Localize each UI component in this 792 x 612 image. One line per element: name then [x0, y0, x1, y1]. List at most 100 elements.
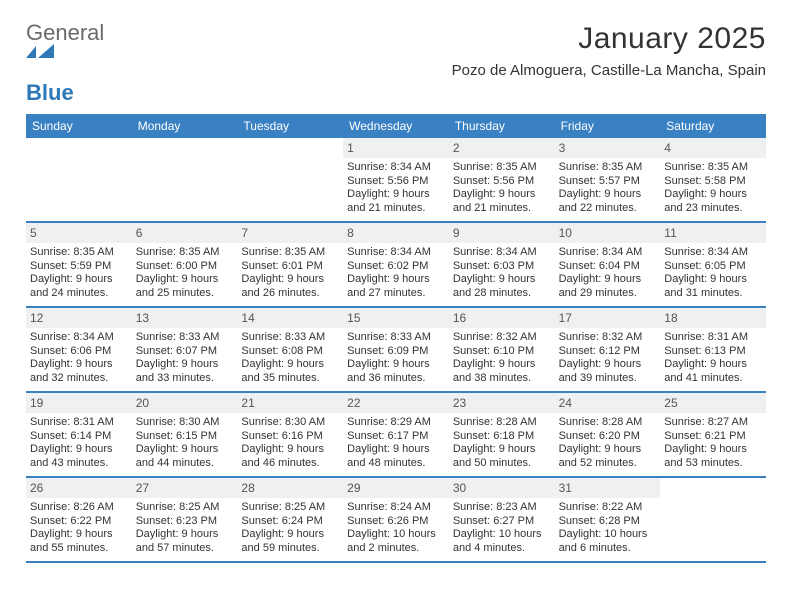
day-number: 14 [237, 308, 343, 328]
week-row: 12Sunrise: 8:34 AMSunset: 6:06 PMDayligh… [26, 308, 766, 393]
day-line: Daylight: 10 hours [559, 528, 657, 542]
day-body: Sunrise: 8:31 AMSunset: 6:14 PMDaylight:… [30, 416, 128, 470]
day-number: 29 [343, 478, 449, 498]
day-cell [132, 138, 238, 221]
day-line: Sunset: 5:57 PM [559, 175, 657, 189]
day-line: Daylight: 10 hours [453, 528, 551, 542]
day-number: 26 [26, 478, 132, 498]
day-body: Sunrise: 8:34 AMSunset: 6:05 PMDaylight:… [664, 246, 762, 300]
day-cell: 31Sunrise: 8:22 AMSunset: 6:28 PMDayligh… [555, 478, 661, 561]
day-line: Daylight: 9 hours [347, 358, 445, 372]
day-number: 21 [237, 393, 343, 413]
day-number: 9 [449, 223, 555, 243]
day-line: Sunrise: 8:33 AM [136, 331, 234, 345]
day-body: Sunrise: 8:25 AMSunset: 6:24 PMDaylight:… [241, 501, 339, 555]
day-number: 22 [343, 393, 449, 413]
day-number: 6 [132, 223, 238, 243]
day-body: Sunrise: 8:24 AMSunset: 6:26 PMDaylight:… [347, 501, 445, 555]
day-body: Sunrise: 8:35 AMSunset: 5:56 PMDaylight:… [453, 161, 551, 215]
day-line: Sunset: 6:21 PM [664, 430, 762, 444]
day-cell: 27Sunrise: 8:25 AMSunset: 6:23 PMDayligh… [132, 478, 238, 561]
day-line: Sunrise: 8:31 AM [30, 416, 128, 430]
logo: General Blue [26, 22, 104, 104]
day-number: 20 [132, 393, 238, 413]
day-number: 23 [449, 393, 555, 413]
day-line: and 35 minutes. [241, 372, 339, 386]
day-line: and 33 minutes. [136, 372, 234, 386]
day-body: Sunrise: 8:33 AMSunset: 6:08 PMDaylight:… [241, 331, 339, 385]
weekday-row: Sunday Monday Tuesday Wednesday Thursday… [26, 114, 766, 138]
day-line: and 26 minutes. [241, 287, 339, 301]
day-body: Sunrise: 8:35 AMSunset: 6:01 PMDaylight:… [241, 246, 339, 300]
day-line: Daylight: 9 hours [30, 528, 128, 542]
day-line: Sunset: 6:07 PM [136, 345, 234, 359]
day-line: Sunrise: 8:33 AM [241, 331, 339, 345]
day-body: Sunrise: 8:32 AMSunset: 6:10 PMDaylight:… [453, 331, 551, 385]
day-line: and 21 minutes. [347, 202, 445, 216]
day-line: Sunrise: 8:35 AM [136, 246, 234, 260]
day-number: 28 [237, 478, 343, 498]
day-number: 3 [555, 138, 661, 158]
day-line: Sunset: 6:23 PM [136, 515, 234, 529]
day-number: 1 [343, 138, 449, 158]
day-line: Daylight: 9 hours [453, 188, 551, 202]
day-line: and 38 minutes. [453, 372, 551, 386]
calendar: Sunday Monday Tuesday Wednesday Thursday… [26, 114, 766, 563]
day-line: and 28 minutes. [453, 287, 551, 301]
day-body: Sunrise: 8:34 AMSunset: 6:06 PMDaylight:… [30, 331, 128, 385]
day-line: Sunset: 6:20 PM [559, 430, 657, 444]
day-line: Daylight: 9 hours [559, 358, 657, 372]
day-line: Sunset: 6:18 PM [453, 430, 551, 444]
day-number: 19 [26, 393, 132, 413]
day-line: Daylight: 9 hours [136, 443, 234, 457]
day-line: Daylight: 9 hours [559, 443, 657, 457]
day-cell: 10Sunrise: 8:34 AMSunset: 6:04 PMDayligh… [555, 223, 661, 306]
day-cell: 22 Sunrise: 8:29 AMSunset: 6:17 PMDayligh… [343, 393, 449, 476]
day-line: Daylight: 9 hours [30, 358, 128, 372]
day-cell: 6Sunrise: 8:35 AMSunset: 6:00 PMDaylight… [132, 223, 238, 306]
day-line: and 55 minutes. [30, 542, 128, 556]
day-line: Sunrise: 8:35 AM [559, 161, 657, 175]
weekday-friday: Friday [555, 114, 661, 138]
page: General Blue January 2025 Pozo de Almogu… [0, 0, 792, 563]
weekday-monday: Monday [132, 114, 238, 138]
day-cell: 16Sunrise: 8:32 AMSunset: 6:10 PMDayligh… [449, 308, 555, 391]
day-number: 5 [26, 223, 132, 243]
day-number: 10 [555, 223, 661, 243]
day-cell: 19 Sunrise: 8:31 AMSunset: 6:14 PMDayligh… [26, 393, 132, 476]
day-line: Sunset: 6:10 PM [453, 345, 551, 359]
day-cell: 15Sunrise: 8:33 AMSunset: 6:09 PMDayligh… [343, 308, 449, 391]
day-line: Daylight: 9 hours [347, 188, 445, 202]
day-number: 11 [660, 223, 766, 243]
day-line: and 53 minutes. [664, 457, 762, 471]
day-body: Sunrise: 8:34 AMSunset: 5:56 PMDaylight:… [347, 161, 445, 215]
day-line: Sunrise: 8:35 AM [664, 161, 762, 175]
day-line: Sunset: 5:58 PM [664, 175, 762, 189]
day-line: and 6 minutes. [559, 542, 657, 556]
day-line: and 25 minutes. [136, 287, 234, 301]
day-line: Daylight: 9 hours [241, 443, 339, 457]
day-cell: 29 Sunrise: 8:24 AMSunset: 6:26 PMDayligh… [343, 478, 449, 561]
day-line: Sunset: 6:08 PM [241, 345, 339, 359]
day-body: Sunrise: 8:27 AMSunset: 6:21 PMDaylight:… [664, 416, 762, 470]
day-cell: 3Sunrise: 8:35 AMSunset: 5:57 PMDaylight… [555, 138, 661, 221]
logo-flag-icon [26, 44, 104, 60]
day-cell: 4Sunrise: 8:35 AMSunset: 5:58 PMDaylight… [660, 138, 766, 221]
day-line: Sunset: 6:28 PM [559, 515, 657, 529]
day-number: 4 [660, 138, 766, 158]
day-line: Sunset: 6:22 PM [30, 515, 128, 529]
day-cell: 1 Sunrise: 8:34 AMSunset: 5:56 PMDaylight… [343, 138, 449, 221]
day-body: Sunrise: 8:28 AMSunset: 6:20 PMDaylight:… [559, 416, 657, 470]
day-line: Sunrise: 8:34 AM [30, 331, 128, 345]
day-cell: 24Sunrise: 8:28 AMSunset: 6:20 PMDayligh… [555, 393, 661, 476]
day-cell: 7Sunrise: 8:35 AMSunset: 6:01 PMDaylight… [237, 223, 343, 306]
day-line: Sunset: 6:15 PM [136, 430, 234, 444]
day-body: Sunrise: 8:31 AMSunset: 6:13 PMDaylight:… [664, 331, 762, 385]
day-line: and 57 minutes. [136, 542, 234, 556]
weekday-sunday: Sunday [26, 114, 132, 138]
week-row: 26Sunrise: 8:26 AMSunset: 6:22 PMDayligh… [26, 478, 766, 563]
day-body: Sunrise: 8:29 AMSunset: 6:17 PMDaylight:… [347, 416, 445, 470]
day-line: and 2 minutes. [347, 542, 445, 556]
day-line: and 48 minutes. [347, 457, 445, 471]
day-cell: 13Sunrise: 8:33 AMSunset: 6:07 PMDayligh… [132, 308, 238, 391]
